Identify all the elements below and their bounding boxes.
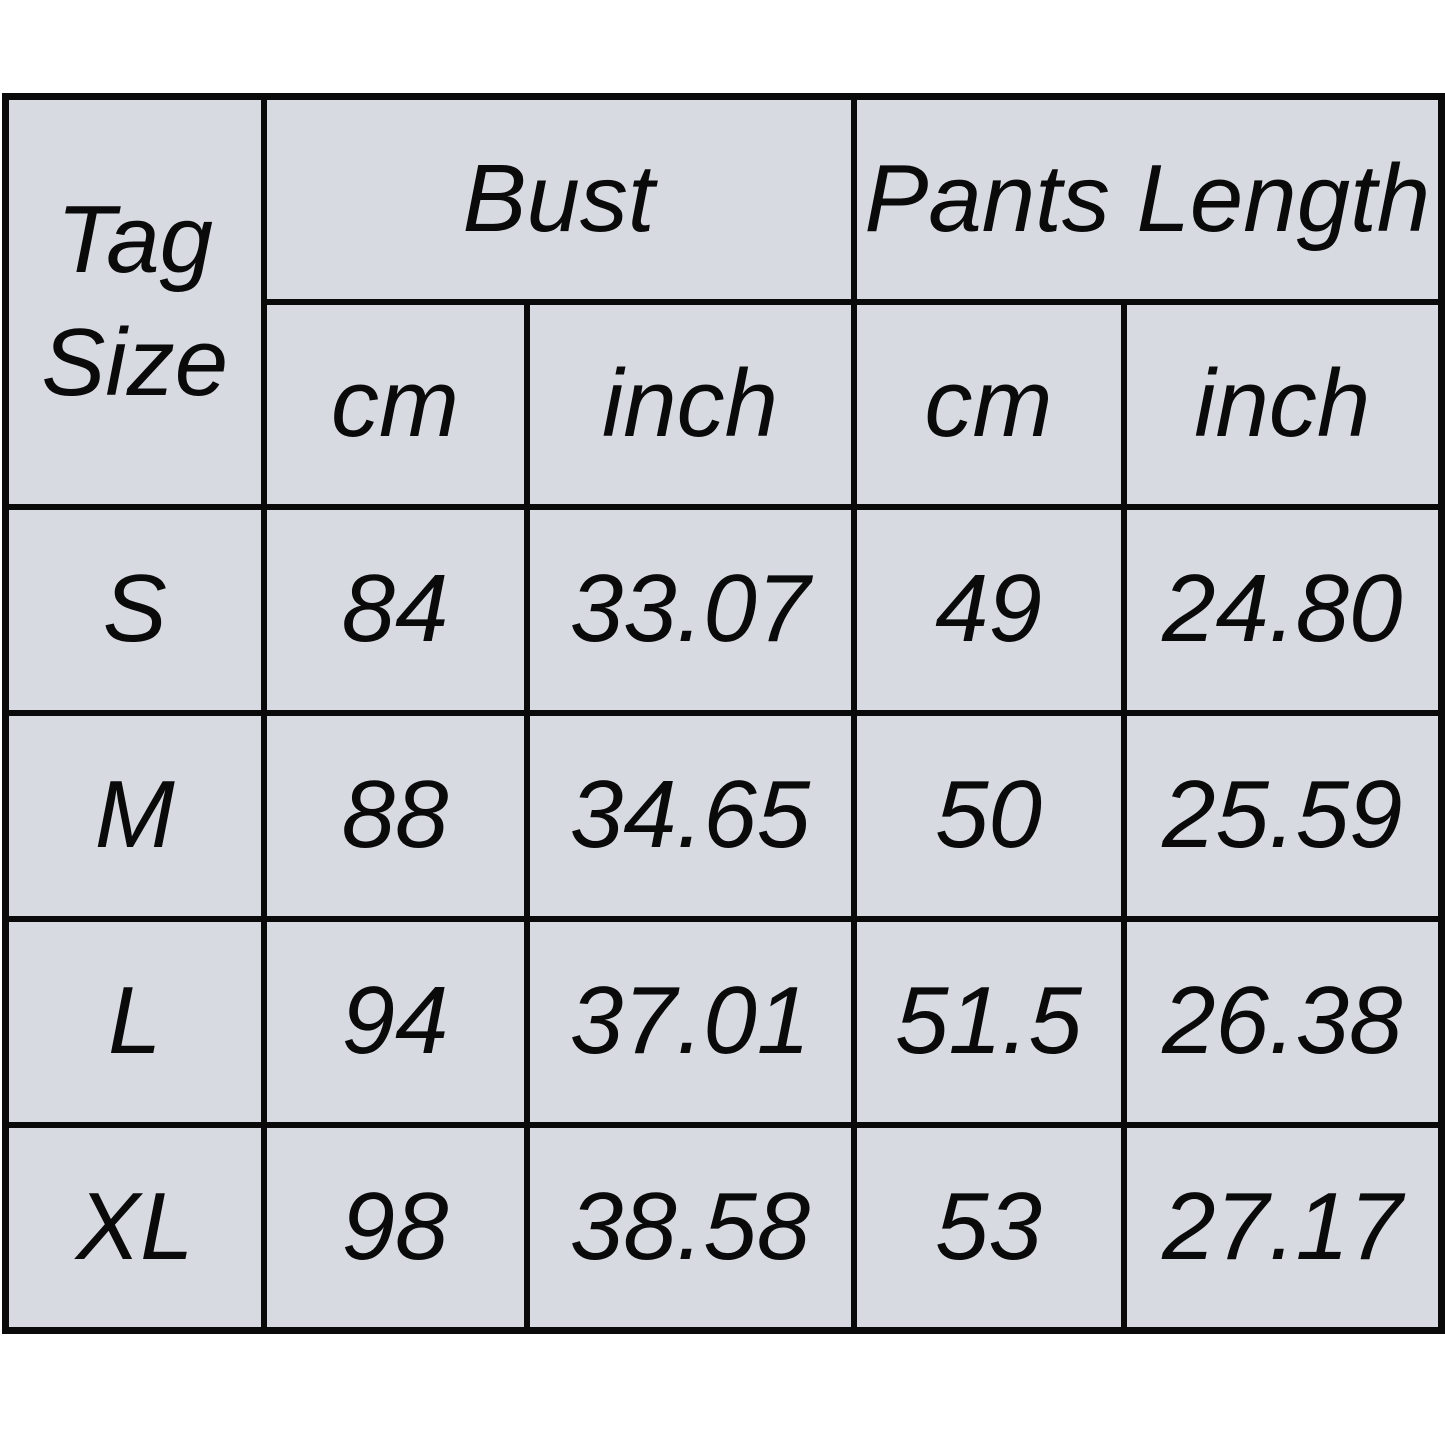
cell-s-pants-inch: 24.80 xyxy=(1120,503,1445,716)
table-row-xl: XL 98 38.58 53 27.17 xyxy=(2,1121,1445,1334)
unit-pants-cm: cm xyxy=(850,298,1127,510)
cell-m-pants-inch: 25.59 xyxy=(1120,709,1445,922)
cell-l-pants-cm: 51.5 xyxy=(850,915,1127,1128)
corner-tag-size-label: Tag Size xyxy=(41,185,229,416)
corner-tag-size-cell: Tag Size xyxy=(2,93,267,510)
unit-bust-inch: inch xyxy=(523,298,857,510)
header-pants-length: Pants Length xyxy=(850,93,1445,305)
size-label-l: L xyxy=(2,915,267,1128)
table-row-m: M 88 34.65 50 25.59 xyxy=(2,709,1445,922)
cell-l-pants-inch: 26.38 xyxy=(1120,915,1445,1128)
size-label-xl: XL xyxy=(2,1121,267,1334)
cell-m-pants-cm: 50 xyxy=(850,709,1127,922)
table-row-l: L 94 37.01 51.5 26.38 xyxy=(2,915,1445,1128)
unit-pants-inch: inch xyxy=(1120,298,1445,510)
cell-xl-bust-cm: 98 xyxy=(260,1121,530,1334)
size-label-s: S xyxy=(2,503,267,716)
cell-s-bust-cm: 84 xyxy=(260,503,530,716)
unit-bust-cm: cm xyxy=(260,298,530,510)
cell-l-bust-inch: 37.01 xyxy=(523,915,857,1128)
header-bust: Bust xyxy=(260,93,857,305)
cell-m-bust-cm: 88 xyxy=(260,709,530,922)
cell-s-pants-cm: 49 xyxy=(850,503,1127,716)
cell-s-bust-inch: 33.07 xyxy=(523,503,857,716)
cell-xl-pants-cm: 53 xyxy=(850,1121,1127,1334)
size-label-m: M xyxy=(2,709,267,922)
cell-xl-bust-inch: 38.58 xyxy=(523,1121,857,1334)
table-row-s: S 84 33.07 49 24.80 xyxy=(2,503,1445,716)
cell-xl-pants-inch: 27.17 xyxy=(1120,1121,1445,1334)
cell-l-bust-cm: 94 xyxy=(260,915,530,1128)
cell-m-bust-inch: 34.65 xyxy=(523,709,857,922)
size-chart-table: Tag Size Bust Pants Length cm inch cm in… xyxy=(2,93,1445,1334)
